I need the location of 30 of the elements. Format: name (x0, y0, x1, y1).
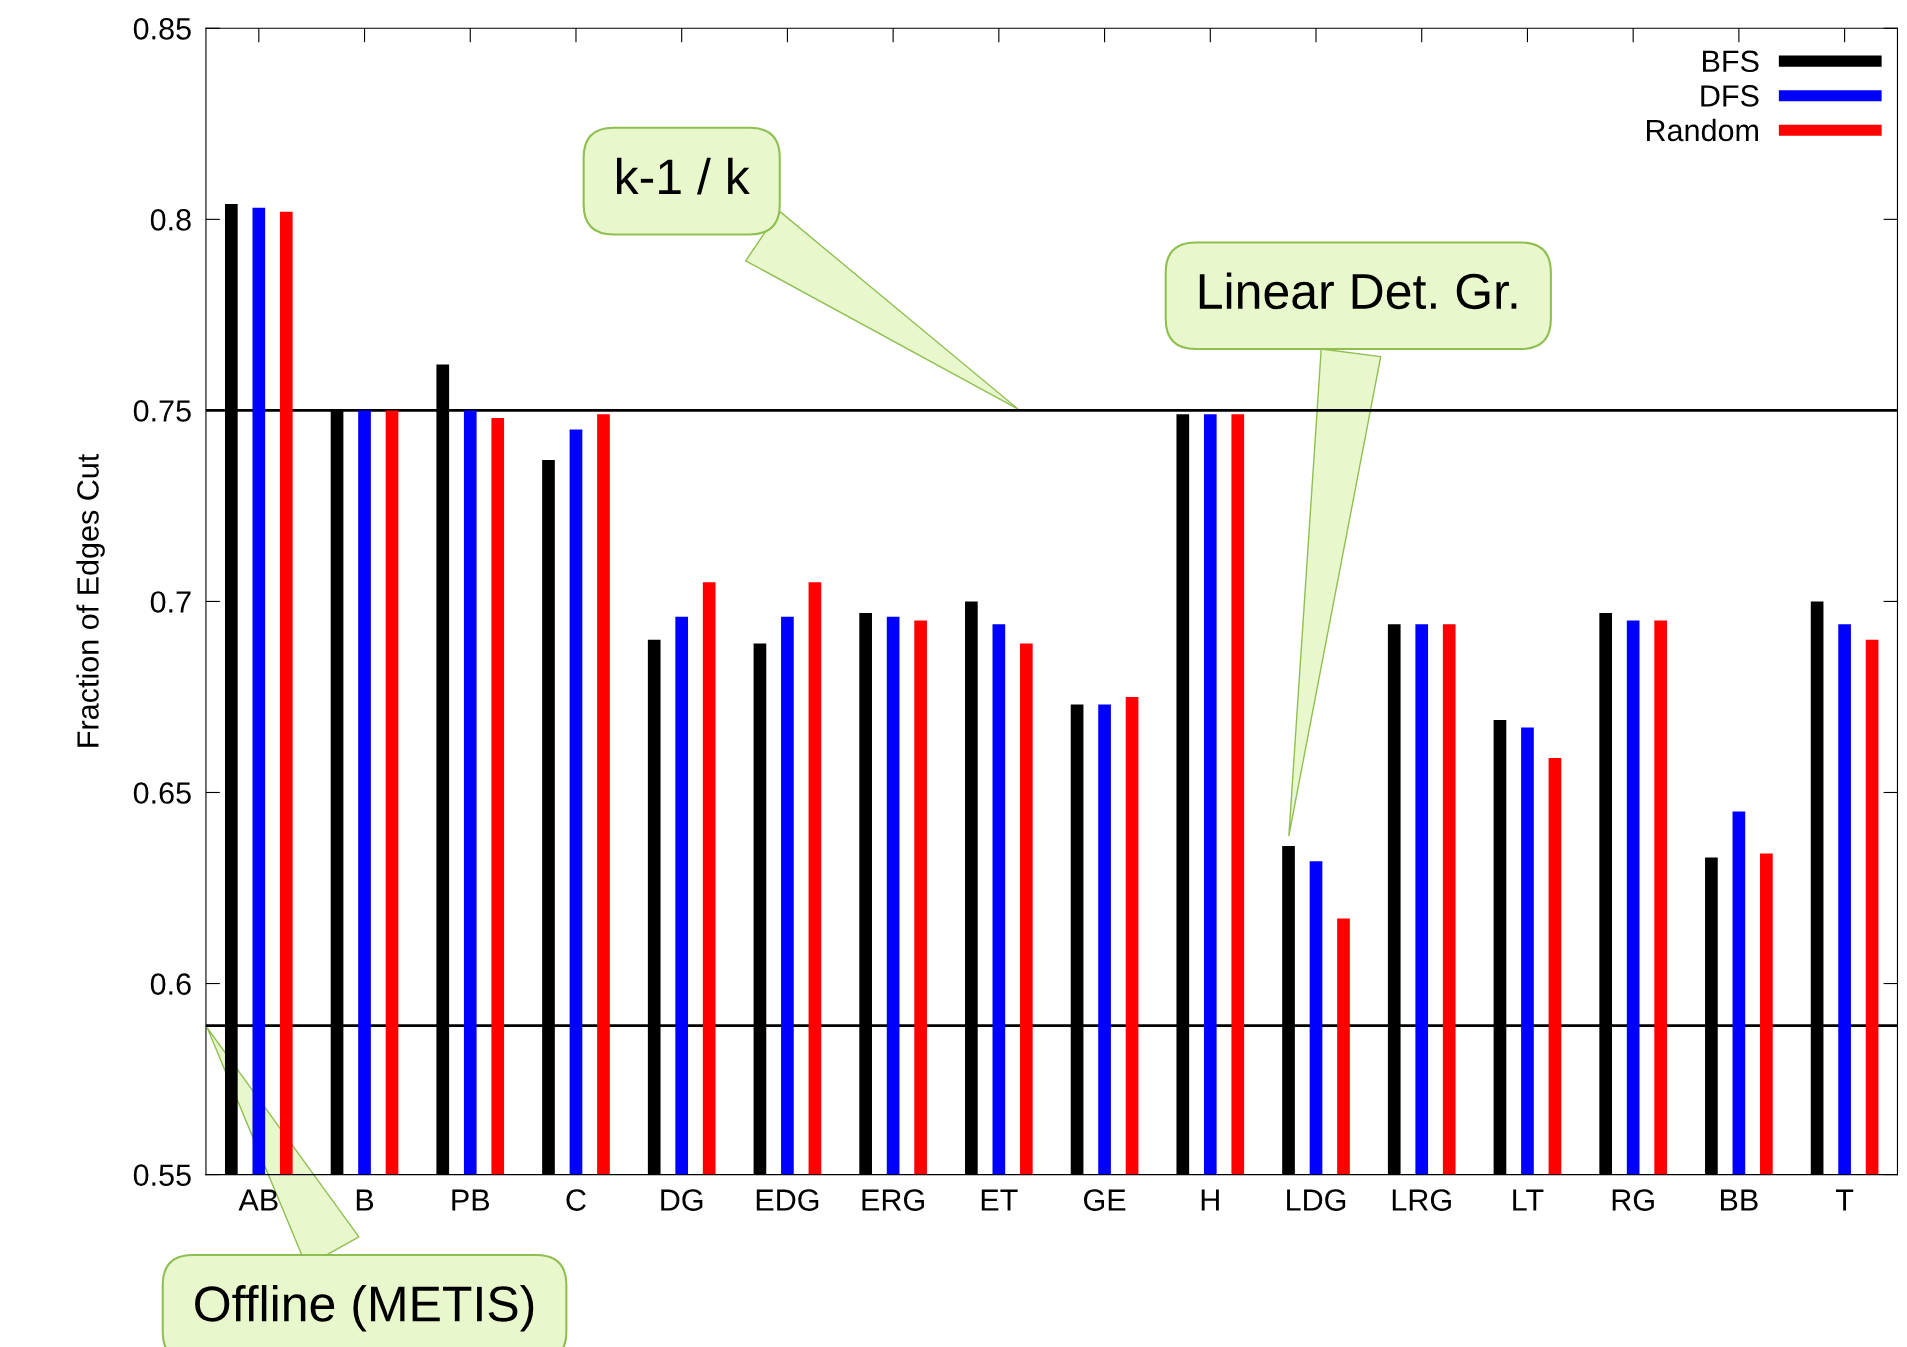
x-tick-label: ET (981, 1189, 1018, 1211)
x-tick-label: BB (1721, 1189, 1758, 1211)
y-tick-label: 0.7 (150, 591, 191, 613)
legend-label: DFS (1701, 85, 1759, 107)
y-tick-label: 0.55 (133, 1164, 191, 1186)
x-tick-label: B (356, 1189, 374, 1211)
x-tick-label: LDG (1287, 1189, 1346, 1211)
x-tick-label: C (566, 1189, 586, 1211)
annotation: k-1 / k (617, 157, 750, 195)
x-tick-label: EDG (756, 1189, 819, 1211)
x-tick-label: PB (452, 1189, 490, 1211)
x-tick-label: AB (238, 1189, 278, 1211)
x-tick-label: LT (1513, 1189, 1544, 1211)
text: Offline (METIS) (195, 1285, 534, 1332)
x-tick-label: H (1201, 1189, 1219, 1211)
y-tick-label: 0.85 (133, 18, 191, 40)
annotation: Linear Det. Gr. (1199, 272, 1517, 310)
x-tick-label: RG (1612, 1189, 1654, 1211)
y-tick-label: 0.75 (133, 400, 191, 422)
x-tick-label: DG (661, 1189, 703, 1211)
x-tick-label: GE (1084, 1189, 1126, 1211)
y-tick-label: 0.8 (150, 209, 191, 231)
x-tick-label: T (1835, 1189, 1854, 1211)
y-axis-title: Fraction of Edges Cut (76, 453, 105, 747)
x-tick-label: ERG (862, 1189, 924, 1211)
legend-label: Random (1646, 118, 1758, 142)
legend-label: BFS (1703, 50, 1759, 73)
y-tick-label: 0.6 (150, 973, 191, 995)
y-tick-label: 0.65 (133, 782, 191, 804)
x-tick-label: LRG (1392, 1189, 1451, 1211)
